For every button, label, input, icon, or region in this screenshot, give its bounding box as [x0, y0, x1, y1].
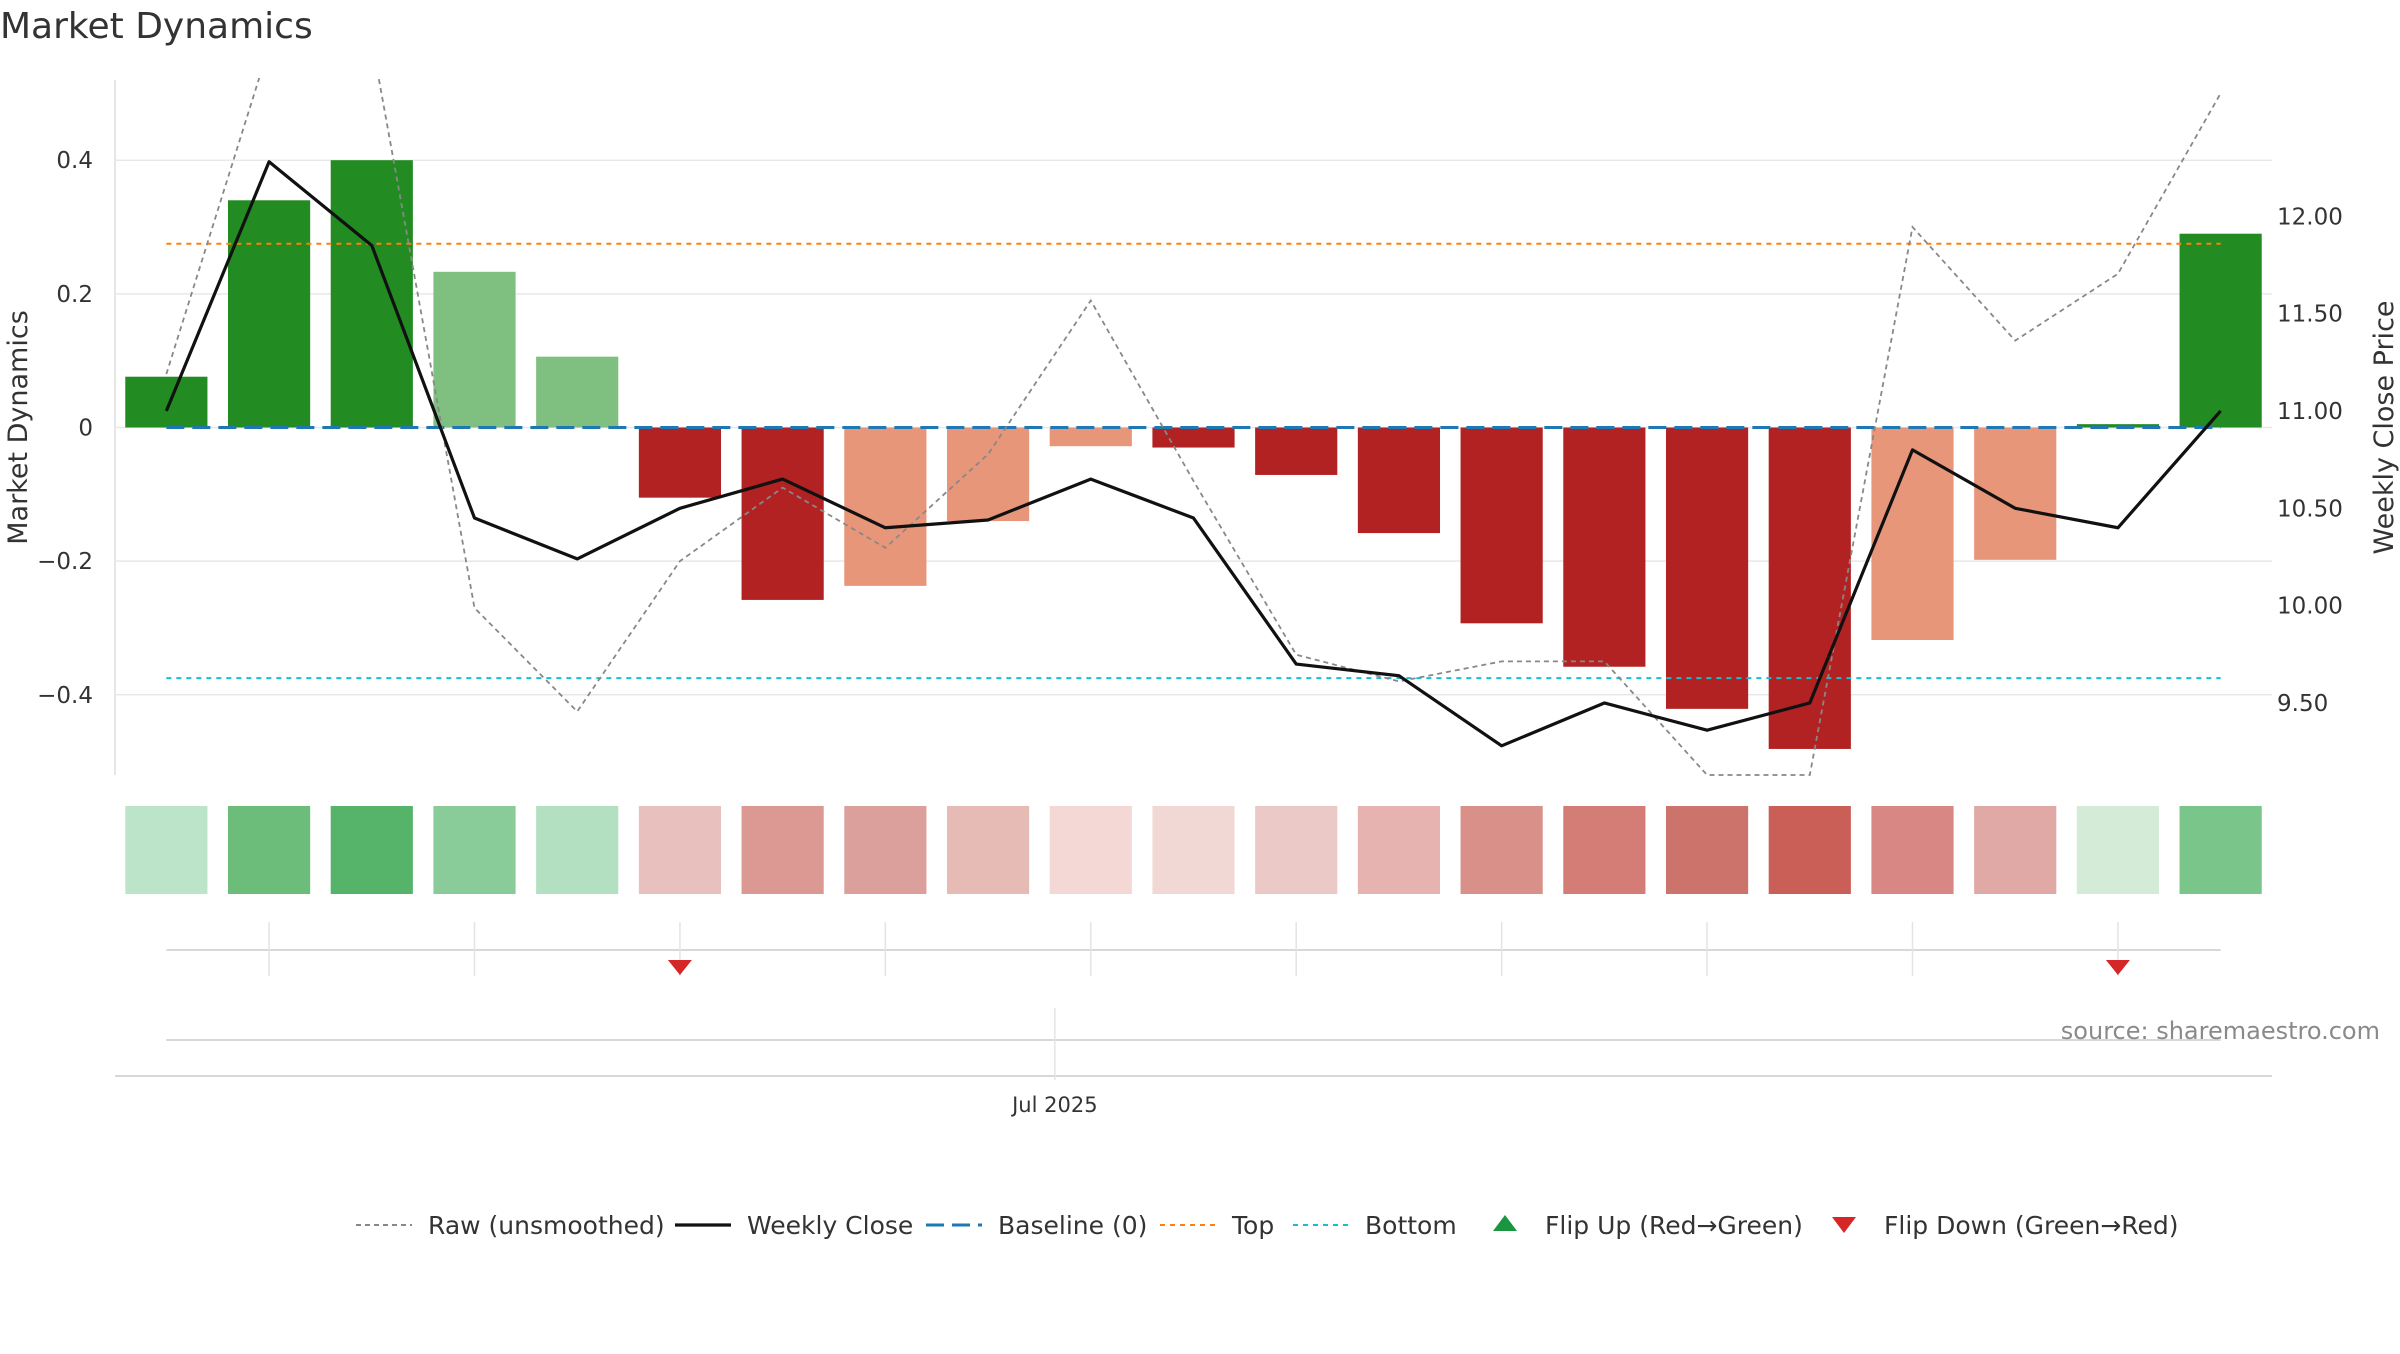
heat-cell: [1357, 806, 1441, 894]
bar: [1871, 427, 1954, 641]
legend-label: Baseline (0): [998, 1211, 1147, 1240]
y-tick-label: 0: [78, 416, 93, 442]
heat-cell: [2076, 806, 2160, 894]
y2-axis-label: Weekly Close Price: [2369, 300, 2400, 554]
x-tick-label: Jul 2025: [1010, 1093, 1097, 1117]
legend-label: Bottom: [1365, 1211, 1457, 1240]
flip-down-marker: [667, 960, 692, 975]
y2-tick-label: 9.50: [2277, 691, 2328, 717]
y-tick-label: 0.2: [56, 282, 93, 308]
bar: [946, 427, 1030, 522]
legend-label: Flip Up (Red→Green): [1545, 1211, 1803, 1240]
heat-cell: [2179, 806, 2262, 894]
bar: [2179, 233, 2262, 428]
bar: [638, 427, 722, 498]
chart-title: Market Dynamics: [0, 6, 313, 47]
legend-label: Flip Down (Green→Red): [1884, 1211, 2179, 1240]
heat-cell: [638, 806, 722, 894]
heat-cell: [741, 806, 824, 894]
weekly-close-line: [164, 160, 2222, 748]
heat-cell: [1665, 806, 1749, 894]
bar: [741, 427, 824, 600]
heat-cell: [1255, 806, 1338, 894]
y-axis-label: Market Dynamics: [3, 310, 34, 545]
bar: [2076, 424, 2160, 428]
heat-cell: [1460, 806, 1543, 894]
bar: [1357, 427, 1441, 534]
flip-down-marker: [2105, 960, 2130, 975]
y-tick-label: 0.4: [56, 148, 93, 174]
heat-cell: [536, 806, 619, 894]
heat-cell: [1871, 806, 1954, 894]
y2-tick-label: 10.00: [2277, 594, 2343, 620]
heat-cell: [125, 806, 208, 894]
heat-cell: [1768, 806, 1851, 894]
legend-label: Raw (unsmoothed): [428, 1211, 665, 1240]
bar: [1049, 427, 1132, 447]
bar: [1768, 427, 1851, 749]
heat-cell: [1974, 806, 2057, 894]
heat-cell: [1152, 806, 1235, 894]
heat-cell: [844, 806, 927, 894]
legend-label: Weekly Close: [747, 1211, 913, 1240]
bar: [1255, 427, 1338, 475]
bar: [1460, 427, 1543, 624]
bar: [330, 160, 413, 428]
heat-cell: [433, 806, 516, 894]
legend-label: Top: [1231, 1211, 1274, 1240]
bar: [536, 356, 619, 428]
y2-tick-label: 11.00: [2277, 399, 2343, 425]
y-tick-label: −0.2: [37, 549, 93, 575]
bar: [1665, 427, 1749, 709]
y2-tick-label: 11.50: [2277, 302, 2343, 328]
legend-swatch-flip-up: [1493, 1215, 1517, 1231]
heat-cell: [227, 806, 311, 894]
raw-unsmoothed-line: [165, 78, 2222, 776]
bar: [433, 271, 516, 428]
legend-swatch-flip-down: [1832, 1217, 1856, 1233]
heat-cell: [1049, 806, 1132, 894]
y2-tick-label: 10.50: [2277, 496, 2343, 522]
y2-tick-label: 12.00: [2277, 204, 2343, 230]
bar: [844, 427, 927, 586]
heat-cell: [946, 806, 1030, 894]
heat-cell: [1563, 806, 1646, 894]
y-tick-label: −0.4: [37, 683, 93, 709]
source-label: source: sharemaestro.com: [2061, 1017, 2380, 1045]
heat-cell: [330, 806, 413, 894]
bar: [227, 200, 311, 428]
bar: [1152, 427, 1235, 448]
bar: [1563, 427, 1646, 667]
bar: [125, 376, 208, 428]
